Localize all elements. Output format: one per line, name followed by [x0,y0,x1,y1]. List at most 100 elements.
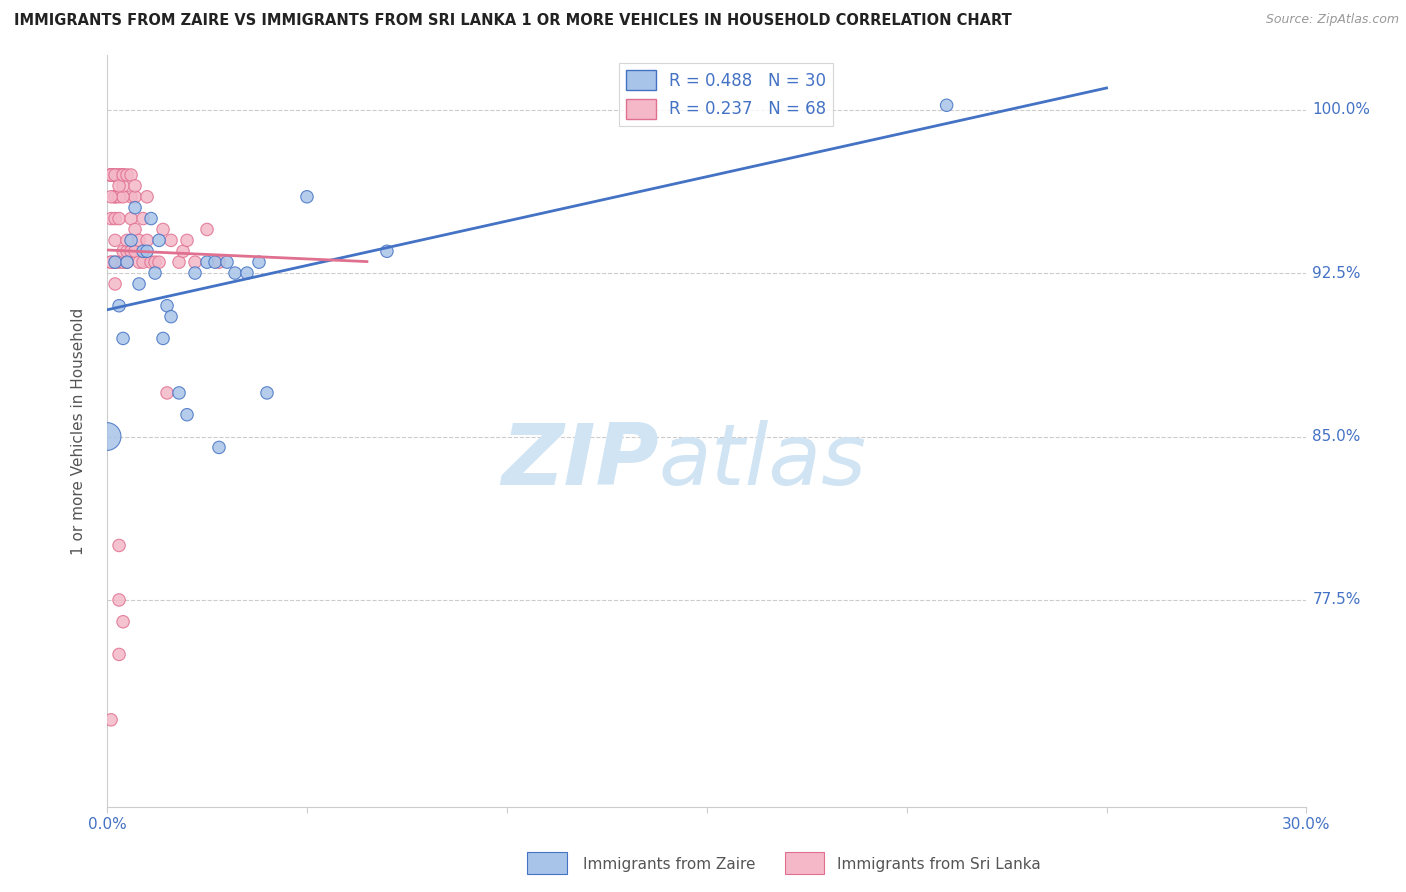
Point [132,244,155,259]
Point [120,190,142,204]
Legend: R = 0.488   N = 30, R = 0.237   N = 68: R = 0.488 N = 30, R = 0.237 N = 68 [619,63,832,126]
Point [136,233,159,247]
Point [100,255,122,269]
Point [104,233,127,247]
Point [112,190,135,204]
Point [195,255,218,269]
Text: Source: ZipAtlas.com: Source: ZipAtlas.com [1265,13,1399,27]
Point [184,255,207,269]
Y-axis label: 1 or more Vehicles in Household: 1 or more Vehicles in Household [72,308,86,555]
Point [128,277,150,291]
Point [108,255,131,269]
Point [108,168,131,182]
Point [152,331,174,345]
Point [104,168,127,182]
Point [100,190,122,204]
Point [124,178,146,193]
Point [236,266,259,280]
Point [100,168,122,182]
Point [172,244,194,259]
Point [128,233,150,247]
Point [112,255,135,269]
Text: IMMIGRANTS FROM ZAIRE VS IMMIGRANTS FROM SRI LANKA 1 OR MORE VEHICLES IN HOUSEHO: IMMIGRANTS FROM ZAIRE VS IMMIGRANTS FROM… [14,13,1012,29]
Point [120,244,142,259]
Point [156,299,179,313]
Point [152,222,174,236]
Point [143,266,166,280]
Point [112,178,135,193]
Point [176,408,198,422]
Point [108,190,131,204]
Point [108,168,131,182]
Point [208,441,231,455]
Point [295,190,318,204]
Point [136,190,159,204]
Point [224,266,246,280]
Text: atlas: atlas [659,419,866,502]
Point [148,233,170,247]
Point [100,168,122,182]
Point [124,222,146,236]
Point [247,255,270,269]
Point [104,255,127,269]
Point [100,211,122,226]
Point [100,168,122,182]
Point [96,429,118,443]
Point [256,385,278,400]
Point [167,385,190,400]
Text: Immigrants from Sri Lanka: Immigrants from Sri Lanka [837,857,1040,872]
Point [124,244,146,259]
Point [204,255,226,269]
Text: Immigrants from Zaire: Immigrants from Zaire [583,857,756,872]
Point [132,255,155,269]
Point [375,244,398,259]
Point [115,244,138,259]
Point [120,168,142,182]
Point [115,168,138,182]
Point [143,255,166,269]
Point [104,277,127,291]
Point [108,539,131,553]
Point [104,255,127,269]
Point [215,255,238,269]
Point [104,211,127,226]
Point [112,168,135,182]
Point [167,255,190,269]
Point [100,168,122,182]
Point [112,615,135,629]
Point [136,244,159,259]
Point [148,255,170,269]
Point [115,255,138,269]
Point [100,168,122,182]
Point [120,233,142,247]
Point [112,168,135,182]
Point [108,299,131,313]
Point [124,201,146,215]
Point [100,255,122,269]
Point [184,266,207,280]
Point [139,255,162,269]
Text: ZIP: ZIP [501,419,659,502]
Point [115,255,138,269]
Point [100,713,122,727]
Point [139,211,162,226]
Text: 77.5%: 77.5% [1312,592,1361,607]
Point [104,168,127,182]
Point [132,211,155,226]
Point [108,178,131,193]
Point [112,168,135,182]
Point [124,190,146,204]
Text: 85.0%: 85.0% [1312,429,1361,444]
Point [195,222,218,236]
Text: 100.0%: 100.0% [1312,102,1371,117]
Point [104,168,127,182]
Point [112,331,135,345]
Point [160,233,183,247]
Point [115,233,138,247]
Point [100,168,122,182]
Point [160,310,183,324]
Point [104,190,127,204]
Point [935,98,957,112]
Point [208,255,231,269]
Point [104,190,127,204]
